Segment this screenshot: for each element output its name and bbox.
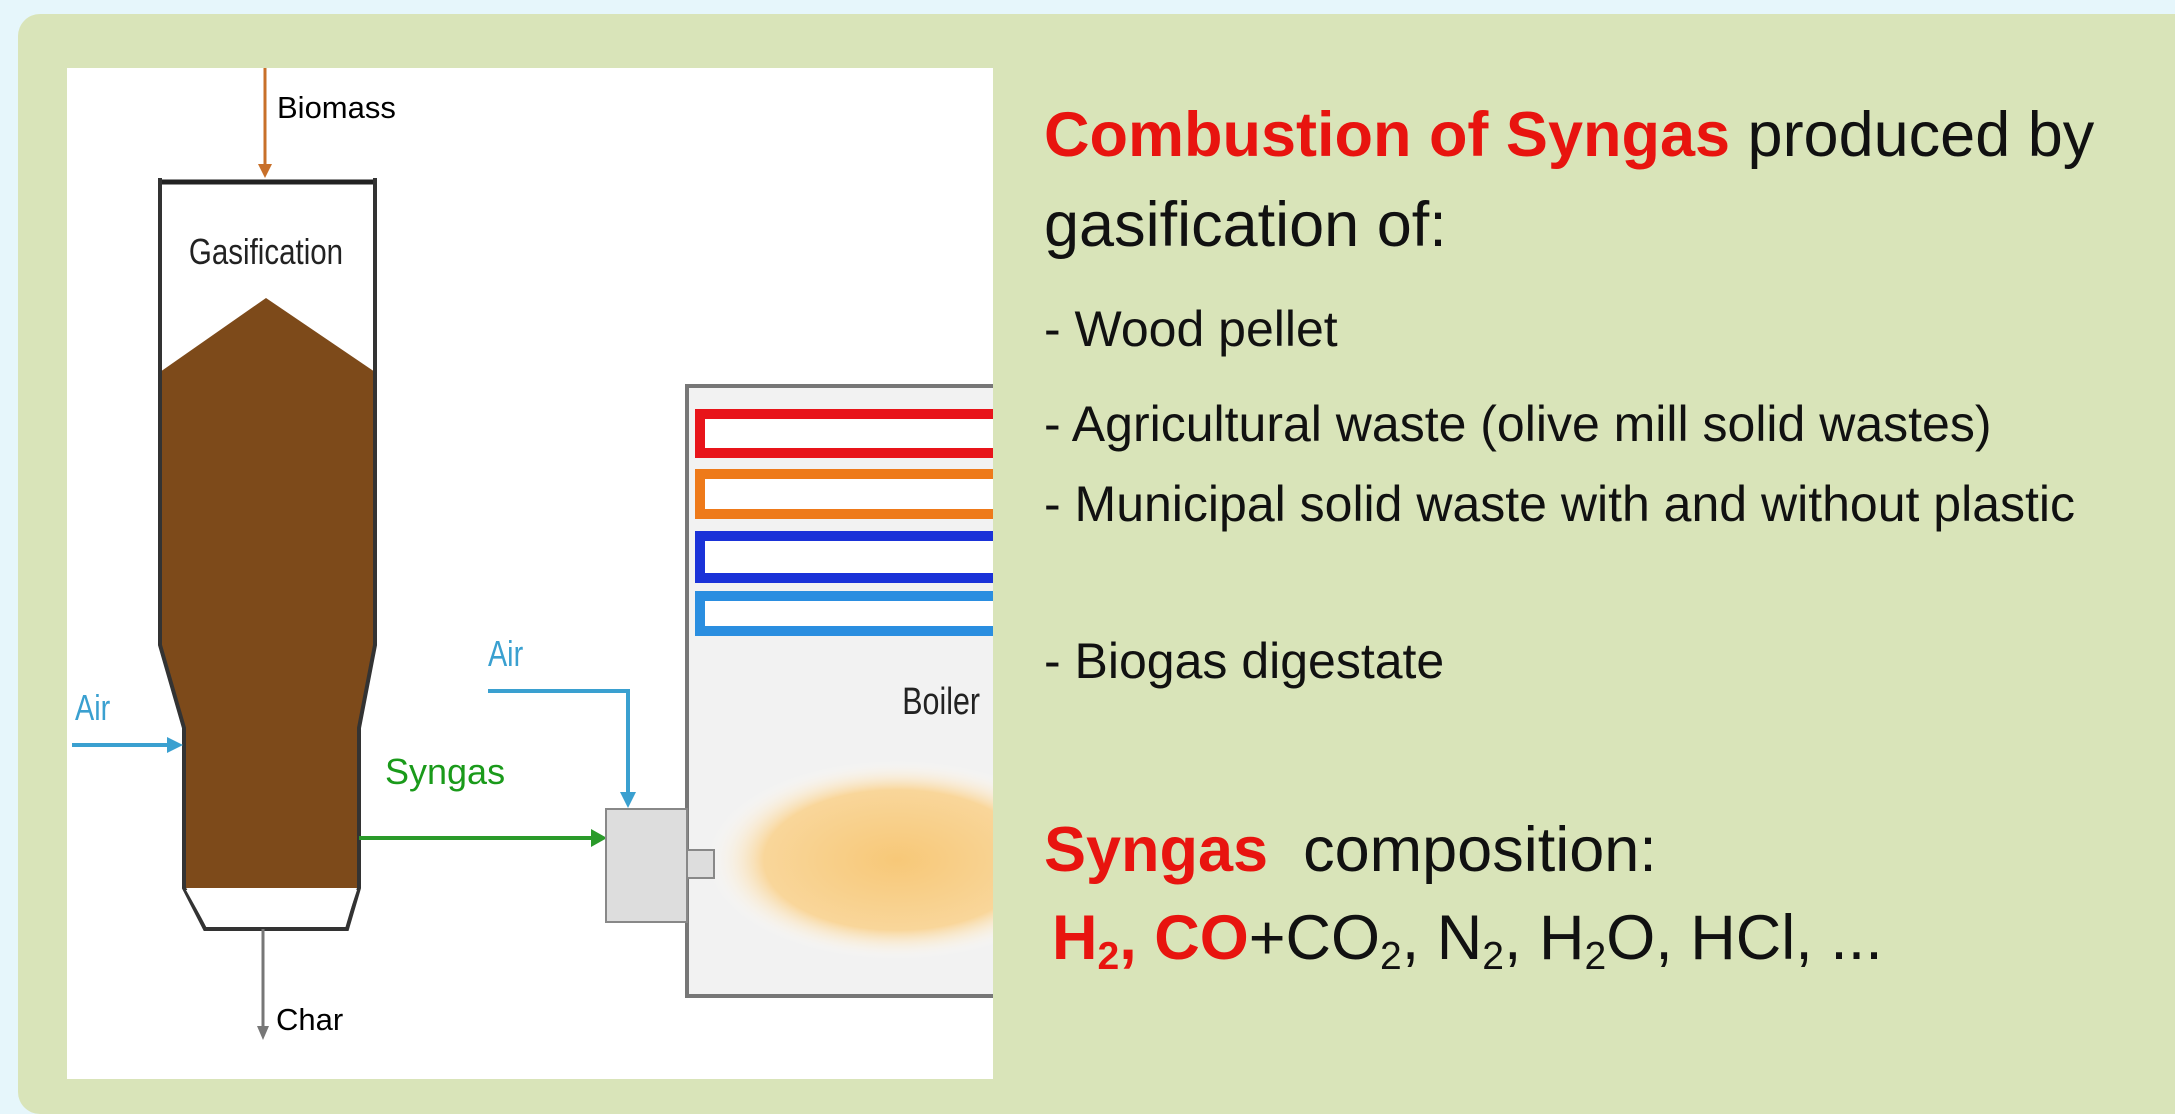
formula-part: , H2 xyxy=(1503,903,1606,978)
heading: Combustion of Syngas produced by gasific… xyxy=(1044,90,2144,270)
nozzle xyxy=(686,849,715,879)
subscript: 2 xyxy=(1482,934,1504,978)
formula-text: , N xyxy=(1401,903,1483,973)
flame xyxy=(707,760,993,960)
diagram: Biomass Gasification Char Air Syngas Air… xyxy=(67,68,993,1079)
char-label: Char xyxy=(276,1002,343,1037)
formula-text: O, HCl, ... xyxy=(1606,903,1883,973)
formula-text: H xyxy=(1052,903,1098,973)
composition-highlight: Syngas xyxy=(1044,815,1269,885)
boiler-label: Boiler xyxy=(902,681,980,723)
burner xyxy=(605,808,688,923)
list-item: - Biogas digestate xyxy=(1044,633,1445,689)
tube xyxy=(695,531,993,583)
gasifier-bed xyxy=(160,298,375,888)
composition-rest: composition: xyxy=(1268,815,1657,885)
tube xyxy=(695,409,993,458)
air-arrow xyxy=(488,689,630,796)
heading-rest: produced by gasification of: xyxy=(1044,100,2112,260)
formula-text: , H xyxy=(1503,903,1585,973)
formula-part: H2 xyxy=(1052,903,1119,978)
formula-part: , N2 xyxy=(1401,903,1504,978)
air-label: Air xyxy=(75,687,110,728)
heading-highlight: Combustion of Syngas xyxy=(1044,100,1731,170)
formula-part: +CO2 xyxy=(1248,903,1402,978)
formula-part: O, HCl, ... xyxy=(1606,903,1883,973)
formula-text: +CO xyxy=(1248,903,1381,973)
hopper xyxy=(186,890,357,926)
formula-text: , CO xyxy=(1119,903,1249,973)
subscript: 2 xyxy=(1097,934,1120,978)
arrow-head xyxy=(257,1026,269,1040)
gasifier-wall xyxy=(158,178,377,931)
arrow-head xyxy=(258,164,272,178)
arrow-head xyxy=(167,737,183,753)
subscript: 2 xyxy=(1584,934,1607,978)
composition: Syngas composition: xyxy=(1044,805,1657,895)
arrow-head xyxy=(620,792,636,808)
subscript: 2 xyxy=(1380,934,1402,978)
syngas-label: Syngas xyxy=(385,751,505,792)
tube xyxy=(695,469,993,519)
gasification-label: Gasification xyxy=(189,231,343,271)
page: Biomass Gasification Char Air Syngas Air… xyxy=(18,14,2175,1114)
list-item: - Agricultural waste (olive mill solid w… xyxy=(1044,396,1992,452)
formula: H2, CO+CO2, N2, H2O, HCl, ... xyxy=(1052,893,1883,1002)
list-item: - Municipal solid waste with and without… xyxy=(1044,476,2076,532)
list-item: - Wood pellet xyxy=(1044,301,1338,357)
formula-part: , CO xyxy=(1119,903,1249,973)
air-label: Air xyxy=(488,633,523,674)
tube xyxy=(695,591,993,636)
biomass-label: Biomass xyxy=(277,90,396,125)
arrow-head xyxy=(591,829,607,847)
